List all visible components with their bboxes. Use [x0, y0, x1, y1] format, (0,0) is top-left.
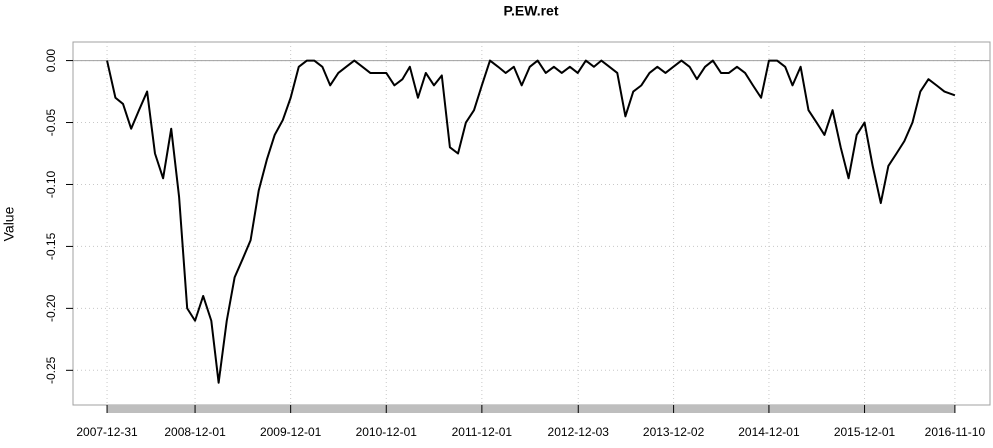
x-tick-label: 2007-12-31 [76, 425, 138, 439]
plot-frame [72, 41, 991, 406]
x-tick-label: 2009-12-01 [260, 425, 322, 439]
x-tick-label: 2013-12-02 [643, 425, 705, 439]
x-tick-label: 2010-12-01 [356, 425, 418, 439]
y-tick-label: -0.10 [44, 170, 58, 198]
data-line [106, 59, 956, 384]
y-tick-label: -0.05 [44, 109, 58, 137]
x-tick-label: 2012-12-03 [548, 425, 610, 439]
chart-title: P.EW.ret [504, 3, 559, 19]
y-tick-label: -0.20 [44, 294, 58, 322]
y-tick-label: 0.00 [44, 49, 58, 73]
period-bar [107, 405, 955, 413]
x-tick-label: 2011-12-01 [452, 425, 513, 439]
x-tick-label: 2016-11-10 [925, 425, 986, 439]
x-tick-label: 2015-12-01 [834, 425, 896, 439]
y-axis-label: Value [1, 206, 17, 241]
y-tick-label: -0.25 [44, 356, 58, 384]
y-tick-label: -0.15 [44, 232, 58, 260]
x-tick-label: 2008-12-01 [164, 425, 226, 439]
x-tick-label: 2014-12-01 [738, 425, 800, 439]
